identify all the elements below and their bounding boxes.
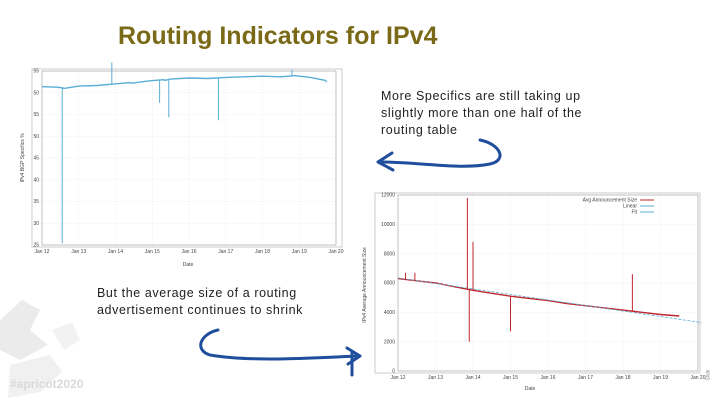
chart1-xlabel: Date — [183, 262, 194, 268]
arrow-bottom-head-icon — [345, 346, 362, 377]
x-tick-label: Jan 14 — [465, 375, 480, 381]
series-line-linear — [397, 277, 702, 323]
x-tick-label: Jan 17 — [578, 375, 593, 381]
x-tick-label: Jan 15 — [145, 249, 160, 255]
y-tick-label: 50 — [33, 134, 39, 140]
y-tick-label: 55 — [33, 112, 39, 118]
x-tick-label: Jan 16 — [181, 249, 196, 255]
x-tick-label: Jan 18 — [255, 249, 270, 255]
y-tick-label: 25 — [33, 243, 39, 249]
y-tick-label: 10000 — [381, 222, 395, 228]
x-tick-label: Jan 17 — [218, 249, 233, 255]
arrow-top-head-icon — [376, 151, 395, 172]
arrow-top-icon — [378, 138, 502, 168]
side-label: Slide — [705, 369, 712, 381]
plot-area — [397, 194, 699, 372]
chart2-series — [397, 197, 702, 342]
chart2-xlabel: Date — [525, 386, 536, 392]
x-tick-label: Jan 19 — [653, 375, 668, 381]
note-more-specifics: More Specifics are still taking up sligh… — [381, 89, 583, 137]
legend-label: Avg Announcement Size — [583, 198, 638, 204]
y-tick-label: 50 — [33, 90, 39, 96]
y-tick-label: 12000 — [381, 193, 395, 199]
y-tick-label: 4000 — [384, 310, 395, 316]
chart1-ylabel: IPv4 BGP Specifics % — [20, 133, 26, 183]
y-tick-label: 6000 — [384, 281, 395, 287]
y-tick-label: 30 — [33, 221, 39, 227]
y-tick-label: 2000 — [384, 339, 395, 345]
x-tick-label: Jan 13 — [71, 249, 86, 255]
x-tick-label: Jan 12 — [34, 249, 49, 255]
legend-label: Linear — [623, 204, 637, 210]
x-tick-label: Jan 18 — [615, 375, 630, 381]
x-tick-label: Jan 19 — [292, 249, 307, 255]
y-tick-label: 40 — [33, 177, 39, 183]
series-line-series-0 — [41, 74, 328, 90]
chart1-series — [41, 62, 328, 244]
y-tick-label: 0 — [392, 369, 395, 375]
x-tick-label: Jan 13 — [428, 375, 443, 381]
arrow-bottom-icon — [199, 328, 360, 361]
y-tick-label: 35 — [33, 199, 39, 205]
x-tick-label: Jan 15 — [503, 375, 518, 381]
y-tick-label: 8000 — [384, 251, 395, 257]
x-tick-label: Jan 14 — [108, 249, 123, 255]
slide-title: Routing Indicators for IPv4 — [118, 22, 438, 50]
note-announcement-size: But the average size of a routing advert… — [97, 286, 304, 317]
chart2-ylabel: IPv4 Average Announcement Size — [362, 247, 368, 323]
x-tick-label: Jan 16 — [540, 375, 555, 381]
chart1-grid — [41, 70, 337, 246]
plot-area — [41, 70, 337, 246]
legend-label: Fit — [631, 210, 637, 216]
y-tick-label: 45 — [33, 156, 39, 162]
x-tick-label: Jan 20 — [690, 375, 705, 381]
event-hashtag: #apricot2020 — [10, 377, 84, 391]
corner-texture — [0, 300, 80, 398]
y-tick-label: 55 — [33, 69, 39, 75]
x-tick-label: Jan 20 — [328, 249, 343, 255]
x-tick-label: Jan 12 — [390, 375, 405, 381]
